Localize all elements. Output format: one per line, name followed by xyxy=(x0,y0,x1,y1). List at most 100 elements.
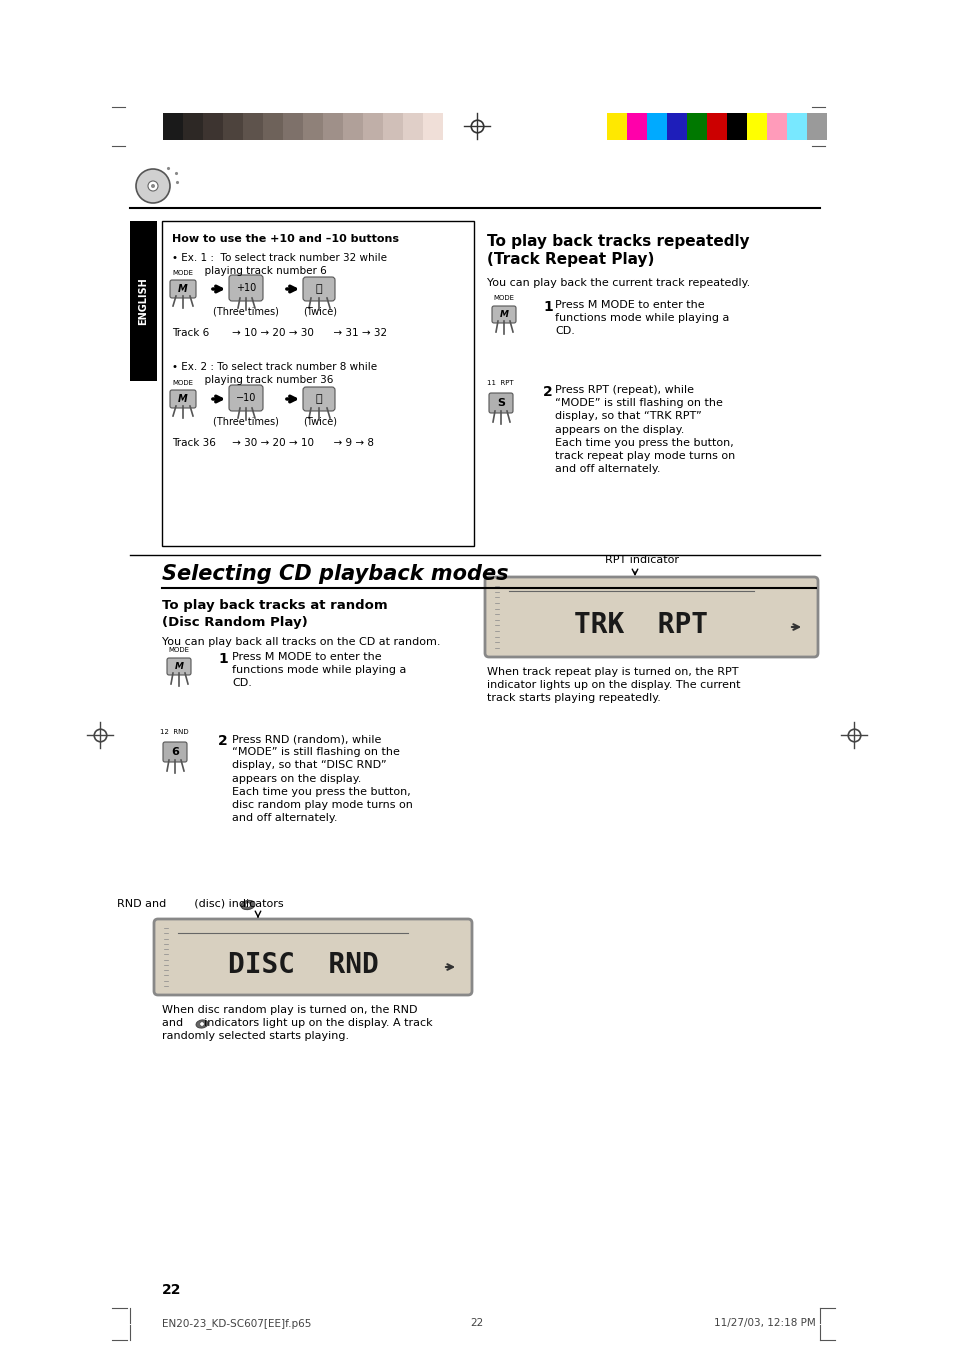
Text: M: M xyxy=(178,394,188,404)
Text: and      indicators light up on the display. A track: and indicators light up on the display. … xyxy=(162,1019,432,1028)
Text: 11/27/03, 12:18 PM: 11/27/03, 12:18 PM xyxy=(714,1319,815,1328)
Bar xyxy=(283,113,303,141)
Text: randomly selected starts playing.: randomly selected starts playing. xyxy=(162,1031,349,1042)
Bar xyxy=(646,113,666,141)
Bar xyxy=(162,222,474,546)
Circle shape xyxy=(151,184,154,188)
Text: 12  RND: 12 RND xyxy=(159,730,188,735)
Circle shape xyxy=(136,169,170,203)
Text: • Ex. 2 : To select track number 8 while: • Ex. 2 : To select track number 8 while xyxy=(172,362,376,372)
Ellipse shape xyxy=(241,900,254,909)
Circle shape xyxy=(199,1021,204,1027)
Text: Press RPT (repeat), while
“MODE” is still flashing on the
display, so that “TRK : Press RPT (repeat), while “MODE” is stil… xyxy=(555,385,735,474)
Text: playing track number 6: playing track number 6 xyxy=(172,266,327,276)
Text: 1: 1 xyxy=(218,653,228,666)
Text: How to use the +10 and –10 buttons: How to use the +10 and –10 buttons xyxy=(172,234,398,245)
Text: (Twice): (Twice) xyxy=(303,417,336,427)
Text: +10: +10 xyxy=(235,282,255,293)
FancyBboxPatch shape xyxy=(153,919,472,994)
Bar xyxy=(163,113,183,141)
Bar xyxy=(223,113,243,141)
Text: Track 6       → 10 → 20 → 30      → 31 → 32: Track 6 → 10 → 20 → 30 → 31 → 32 xyxy=(172,328,387,338)
Text: S: S xyxy=(497,399,504,408)
Text: (Three times): (Three times) xyxy=(213,307,278,317)
Bar xyxy=(746,113,766,141)
Text: • Ex. 1 :  To select track number 32 while: • Ex. 1 : To select track number 32 whil… xyxy=(172,253,387,263)
Text: You can play back all tracks on the CD at random.: You can play back all tracks on the CD a… xyxy=(162,638,440,647)
Text: ENGLISH: ENGLISH xyxy=(138,277,149,324)
Bar xyxy=(422,113,442,141)
Text: (Three times): (Three times) xyxy=(213,417,278,427)
FancyBboxPatch shape xyxy=(492,305,516,323)
Bar xyxy=(303,113,323,141)
FancyBboxPatch shape xyxy=(484,577,817,657)
Bar xyxy=(806,113,826,141)
Text: Press RND (random), while
“MODE” is still flashing on the
display, so that “DISC: Press RND (random), while “MODE” is stil… xyxy=(232,734,413,823)
FancyBboxPatch shape xyxy=(489,393,513,413)
Text: (Disc Random Play): (Disc Random Play) xyxy=(162,616,308,630)
FancyBboxPatch shape xyxy=(229,385,263,411)
Text: 22: 22 xyxy=(162,1283,181,1297)
Text: To play back tracks at random: To play back tracks at random xyxy=(162,598,387,612)
Bar xyxy=(442,113,462,141)
Text: Selecting CD playback modes: Selecting CD playback modes xyxy=(162,563,508,584)
Text: indicator lights up on the display. The current: indicator lights up on the display. The … xyxy=(486,680,740,690)
Text: 2: 2 xyxy=(542,385,552,399)
Text: MODE: MODE xyxy=(172,380,193,386)
Text: RND and        (disc) indicators: RND and (disc) indicators xyxy=(116,898,283,909)
Bar xyxy=(766,113,786,141)
Bar xyxy=(606,113,626,141)
Text: DISC  RND: DISC RND xyxy=(228,951,378,979)
Text: To play back tracks repeatedly: To play back tracks repeatedly xyxy=(486,234,749,249)
Text: M: M xyxy=(178,284,188,295)
Text: 6: 6 xyxy=(171,747,179,757)
Text: playing track number 36: playing track number 36 xyxy=(172,376,333,385)
Bar xyxy=(686,113,706,141)
Bar xyxy=(130,222,157,381)
Text: (Twice): (Twice) xyxy=(303,307,336,317)
Text: 1: 1 xyxy=(542,300,552,313)
FancyBboxPatch shape xyxy=(303,386,335,411)
Ellipse shape xyxy=(196,1020,208,1028)
Bar xyxy=(203,113,223,141)
Bar xyxy=(363,113,382,141)
Text: When track repeat play is turned on, the RPT: When track repeat play is turned on, the… xyxy=(486,667,738,677)
Circle shape xyxy=(245,902,251,908)
Bar xyxy=(183,113,203,141)
Text: ⏭: ⏭ xyxy=(315,284,322,295)
Bar xyxy=(402,113,422,141)
Bar xyxy=(323,113,343,141)
Text: When disc random play is turned on, the RND: When disc random play is turned on, the … xyxy=(162,1005,417,1015)
Text: M: M xyxy=(174,662,183,671)
FancyBboxPatch shape xyxy=(229,276,263,301)
Bar xyxy=(726,113,746,141)
Text: You can play back the current track repeatedly.: You can play back the current track repe… xyxy=(486,278,749,288)
Bar xyxy=(243,113,263,141)
FancyBboxPatch shape xyxy=(170,390,195,408)
Bar xyxy=(382,113,402,141)
Text: −10: −10 xyxy=(235,393,256,403)
Bar xyxy=(706,113,726,141)
Text: MODE: MODE xyxy=(493,295,514,301)
FancyBboxPatch shape xyxy=(163,742,187,762)
Text: EN20-23_KD-SC607[EE]f.p65: EN20-23_KD-SC607[EE]f.p65 xyxy=(162,1319,311,1329)
Circle shape xyxy=(148,181,158,190)
Text: RPT indicator: RPT indicator xyxy=(604,555,679,565)
Text: MODE: MODE xyxy=(169,647,190,653)
Text: Press M MODE to enter the
functions mode while playing a
CD.: Press M MODE to enter the functions mode… xyxy=(232,653,406,689)
FancyBboxPatch shape xyxy=(303,277,335,301)
Text: Press M MODE to enter the
functions mode while playing a
CD.: Press M MODE to enter the functions mode… xyxy=(555,300,729,336)
Text: M: M xyxy=(499,309,508,319)
Text: ⏭: ⏭ xyxy=(315,394,322,404)
Text: 2: 2 xyxy=(218,734,228,748)
Bar xyxy=(343,113,363,141)
Text: track starts playing repeatedly.: track starts playing repeatedly. xyxy=(486,693,660,703)
Bar xyxy=(263,113,283,141)
Text: (Track Repeat Play): (Track Repeat Play) xyxy=(486,253,654,267)
FancyBboxPatch shape xyxy=(170,280,195,299)
Text: TRK  RPT: TRK RPT xyxy=(574,611,707,639)
Text: 11  RPT: 11 RPT xyxy=(486,380,513,386)
Text: Track 36     → 30 → 20 → 10      → 9 → 8: Track 36 → 30 → 20 → 10 → 9 → 8 xyxy=(172,438,374,449)
FancyBboxPatch shape xyxy=(167,658,191,676)
Text: 22: 22 xyxy=(470,1319,483,1328)
